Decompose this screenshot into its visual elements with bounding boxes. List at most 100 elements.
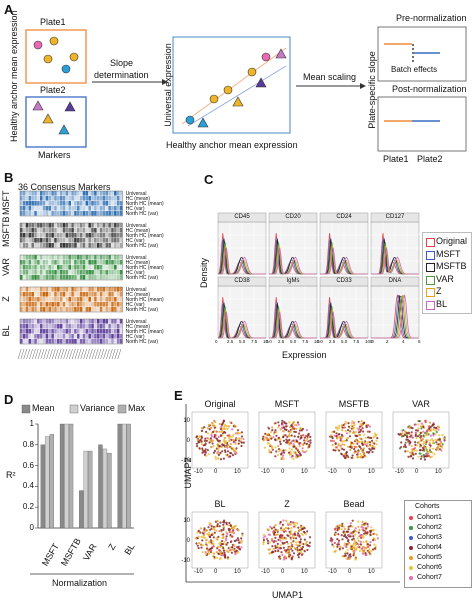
umap-point xyxy=(410,426,413,429)
umap-point xyxy=(285,425,288,428)
umap-point xyxy=(364,443,367,446)
heatmap-cell xyxy=(34,265,37,270)
heatmap-cell xyxy=(42,292,46,297)
density-x-tick: 0 xyxy=(317,339,320,344)
heatmap-cell xyxy=(96,319,100,324)
heatmap-cell xyxy=(111,255,114,260)
umap-point xyxy=(212,430,215,433)
legend-label: MSFT xyxy=(436,248,461,259)
umap-point xyxy=(411,449,414,453)
cohort-legend-item: Cohort7 xyxy=(409,574,469,583)
heatmap-cell xyxy=(39,211,43,216)
heatmap-cell xyxy=(74,260,77,265)
umap-point xyxy=(293,451,296,454)
umap-point xyxy=(438,434,441,437)
arrow-head xyxy=(162,79,168,85)
umap-point xyxy=(336,437,339,440)
umap-point xyxy=(331,437,334,440)
heatmap-cell xyxy=(45,297,49,302)
heatmap-cell xyxy=(119,211,123,216)
umap-point xyxy=(239,548,242,551)
heatmap-cell xyxy=(91,297,94,302)
heatmap-cell xyxy=(102,201,106,206)
heatmap-cell xyxy=(54,339,57,344)
heatmap-cell xyxy=(62,270,66,275)
umap-point xyxy=(297,540,300,544)
heatmap-cell xyxy=(82,324,86,329)
heatmap-cell xyxy=(99,201,103,206)
heatmap-cell xyxy=(96,223,100,228)
heatmap-cell xyxy=(94,265,97,270)
bar-variance-var xyxy=(83,450,88,529)
umap-point xyxy=(300,553,304,556)
umap-point xyxy=(205,553,208,556)
heatmap-cell xyxy=(111,287,114,292)
umap-point xyxy=(262,541,265,544)
heatmap-cell xyxy=(28,228,32,233)
umap-point xyxy=(354,527,357,530)
umap-point xyxy=(336,529,339,532)
heatmap-cell xyxy=(82,260,86,265)
umap-point xyxy=(297,435,300,438)
heatmap-cell xyxy=(102,287,106,292)
umap-point xyxy=(276,533,279,536)
heatmap-cell xyxy=(62,206,66,211)
umap-point xyxy=(302,434,305,437)
heatmap-row-label: North HC (var) xyxy=(125,210,159,217)
heatmap-cell xyxy=(45,211,49,216)
umap-point xyxy=(287,527,290,530)
umap-point xyxy=(215,551,218,554)
umap-point xyxy=(218,525,221,528)
heatmap-cell xyxy=(37,223,40,228)
umap-point xyxy=(268,437,271,440)
umap-point xyxy=(224,556,227,559)
y-tick-label: 0.4 xyxy=(22,481,34,491)
heatmap-cell xyxy=(68,206,71,211)
heatmap-cell xyxy=(114,302,117,307)
umap-point xyxy=(411,448,414,451)
umap-point xyxy=(350,456,353,459)
heatmap-cell xyxy=(96,292,100,297)
umap-point xyxy=(199,543,203,546)
umap-point xyxy=(434,433,437,436)
umap-point xyxy=(216,547,219,550)
umap-point xyxy=(374,538,377,541)
heatmap-cell xyxy=(62,329,66,334)
heatmap-cell xyxy=(108,302,111,307)
umap-x-tick: -10 xyxy=(194,569,203,575)
heatmap-cell xyxy=(59,275,63,280)
umap-point xyxy=(359,428,362,432)
heatmap-cell xyxy=(71,270,74,275)
marker-tick xyxy=(94,348,99,360)
umap-point xyxy=(375,533,378,536)
heatmap-cell xyxy=(111,302,114,307)
umap-point xyxy=(298,548,302,552)
umap-point xyxy=(432,447,435,450)
heatmap-cell xyxy=(68,238,71,243)
heatmap-cell xyxy=(51,302,54,307)
umap-point xyxy=(208,428,211,431)
umap-point xyxy=(341,547,344,550)
heatmap-cell xyxy=(96,260,100,265)
heatmap-cell xyxy=(105,206,109,211)
umap-point xyxy=(203,449,206,452)
umap-x-tick: 0 xyxy=(214,469,218,475)
heatmap-cell xyxy=(85,329,89,334)
heatmap-cell xyxy=(45,196,49,201)
heatmap-cell xyxy=(116,243,120,248)
cohort-legend-label: Cohort3 xyxy=(417,534,442,541)
heatmap-cell xyxy=(119,334,123,339)
umap-point xyxy=(309,439,312,442)
heatmap-cell xyxy=(96,196,100,201)
umap-point xyxy=(199,531,202,534)
heatmap-cell xyxy=(20,191,23,196)
umap-x-tick: 0 xyxy=(348,469,352,475)
heatmap-cell xyxy=(82,238,86,243)
umap-point xyxy=(200,429,203,432)
heatmap-cell xyxy=(77,302,80,307)
umap-point xyxy=(225,543,228,546)
umap-point xyxy=(262,538,265,542)
umap-point xyxy=(276,542,279,546)
heatmap-cell xyxy=(65,329,69,334)
umap-point xyxy=(403,433,406,436)
